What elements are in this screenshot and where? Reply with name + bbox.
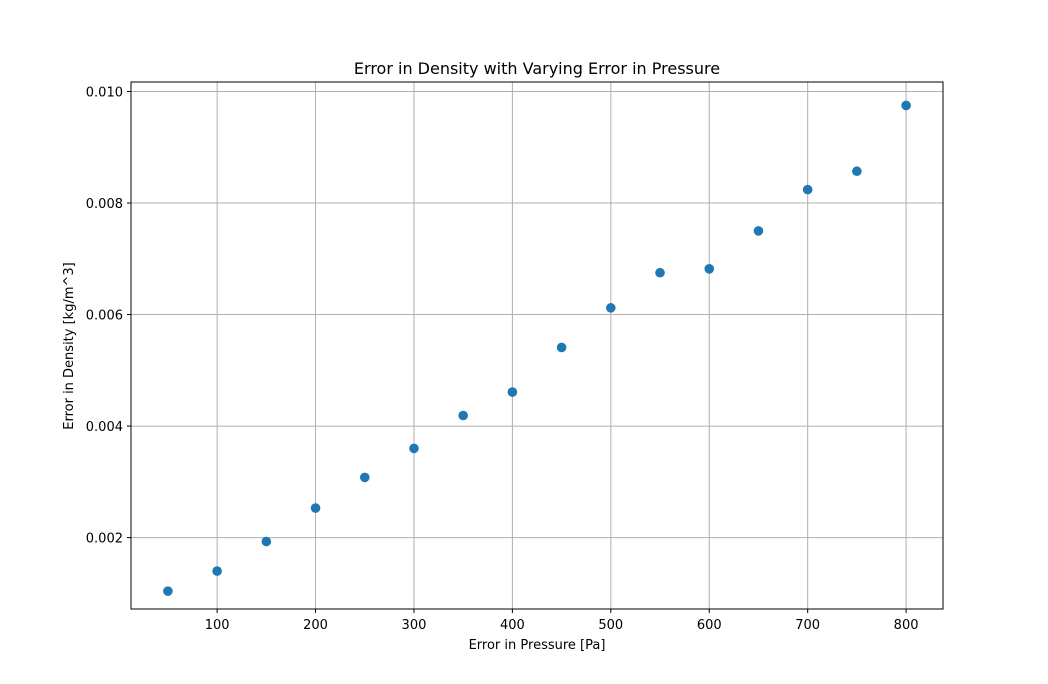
data-point <box>802 184 813 195</box>
data-point <box>901 100 911 111</box>
data-point <box>458 410 468 421</box>
x-tick-label: 100 <box>205 618 230 633</box>
y-tick-label: 0.008 <box>86 197 123 212</box>
x-tick-label: 700 <box>795 618 820 633</box>
x-tick-label: 300 <box>402 618 427 633</box>
x-axis-ticks: 100 200 300 400 500 600 700 800 <box>205 609 919 633</box>
data-point <box>261 536 272 547</box>
data-points <box>163 100 911 596</box>
data-point <box>409 443 419 454</box>
x-tick-label: 400 <box>500 618 525 633</box>
data-point <box>852 166 862 177</box>
grid <box>131 82 943 609</box>
data-point <box>556 342 567 353</box>
data-point <box>212 566 222 576</box>
data-point <box>163 586 173 596</box>
data-point <box>310 503 321 513</box>
chart-title: Error in Density with Varying Error in P… <box>354 59 720 78</box>
data-point <box>704 264 715 274</box>
data-point <box>507 387 518 397</box>
y-tick-label: 0.002 <box>86 532 123 547</box>
y-axis-ticks: 0.002 0.004 0.006 0.008 0.010 <box>86 85 131 547</box>
y-tick-label: 0.004 <box>86 420 123 435</box>
plot-frame <box>130 81 944 610</box>
data-point <box>655 267 665 278</box>
y-tick-label: 0.006 <box>86 309 123 324</box>
data-point <box>606 303 616 313</box>
data-point <box>359 472 370 483</box>
x-tick-label: 600 <box>697 618 722 633</box>
data-point <box>753 226 764 236</box>
x-axis-label: Error in Pressure [Pa] <box>469 638 606 653</box>
x-tick-label: 500 <box>598 618 623 633</box>
x-tick-label: 200 <box>303 618 328 633</box>
y-axis-label: Error in Density [kg/m^3] <box>62 262 77 430</box>
y-tick-label: 0.010 <box>86 85 123 100</box>
x-tick-label: 800 <box>894 618 919 633</box>
